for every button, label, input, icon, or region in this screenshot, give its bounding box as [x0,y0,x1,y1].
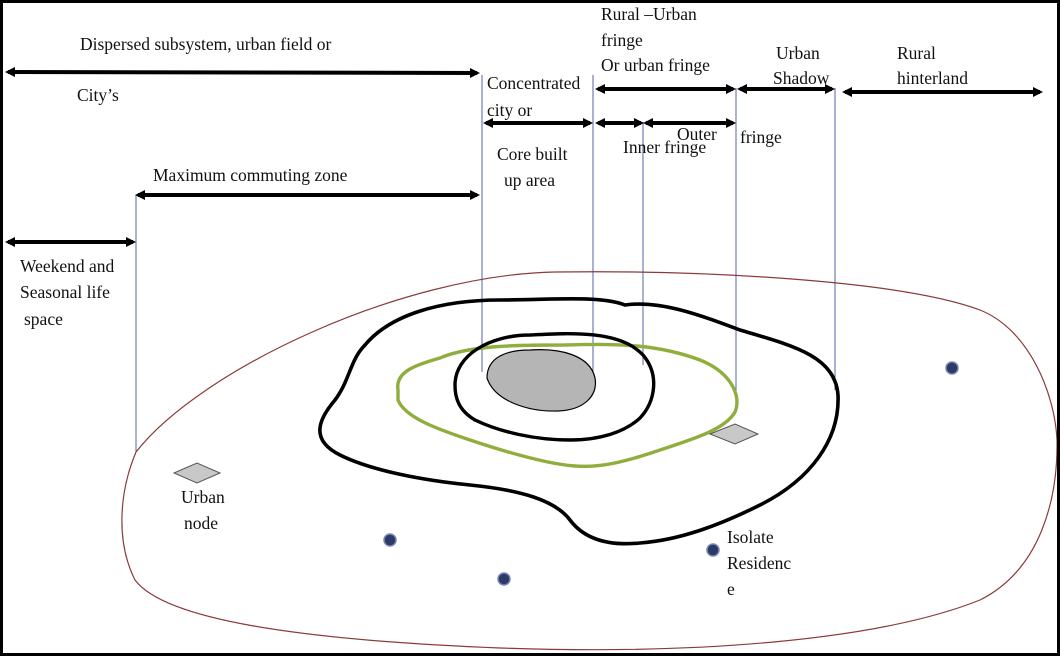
label-max-commuting: Maximum commuting zone [153,165,348,185]
residence-dot-icon [945,361,959,375]
isolate-residences [383,361,959,586]
diagram-canvas: Dispersed subsystem, urban field or City… [3,3,1057,653]
residence-dot-icon [706,543,720,557]
core-built-up-area [486,349,597,412]
label-or-urban-fringe: Or urban fringe [601,55,710,75]
residence-dot-icon [383,533,397,547]
urban-shadow-boundary [318,296,840,546]
label-concentrated: Concentrated [487,73,581,93]
label-residenc: Residenc [727,553,791,573]
fringe-boundary [396,342,739,469]
label-isolate: Isolate [727,527,774,547]
label-outer: Outer [677,124,717,144]
label-rural: Rural [897,43,936,63]
urban-node-diamond-icon [708,423,760,445]
arrow-dispersed-subsystem [5,67,480,78]
label-e: e [727,579,735,599]
label-shadow: Shadow [773,68,830,88]
label-hinterland: hinterland [897,68,968,88]
label-seasonal-life: Seasonal life [20,282,110,302]
guide-lines [135,75,836,452]
label-citys: City’s [77,85,119,105]
residence-dot-icon [497,572,511,586]
label-rural-urban: Rural –Urban [601,4,697,24]
label-inner-fringe: Inner fringe [623,137,706,157]
outer-boundary [121,271,1057,651]
label-core-built: Core built [497,144,568,164]
label-outer-fringe-word: fringe [740,127,782,147]
label-urban: Urban [776,43,820,63]
label-space: space [24,309,63,329]
label-weekend: Weekend and [20,256,115,276]
label-up-area: up area [504,170,555,190]
label-dispersed: Dispersed subsystem, urban field or [80,34,331,54]
inner-fringe-boundary [453,332,656,442]
label-urban-node-1: Urban [181,487,225,507]
label-fringe: fringe [601,30,643,50]
urban-field-diagram: Dispersed subsystem, urban field or City… [5,4,1057,651]
urban-node-diamond-icon [172,462,222,484]
label-city-or: city or [487,100,532,120]
label-urban-node-2: node [184,513,218,533]
